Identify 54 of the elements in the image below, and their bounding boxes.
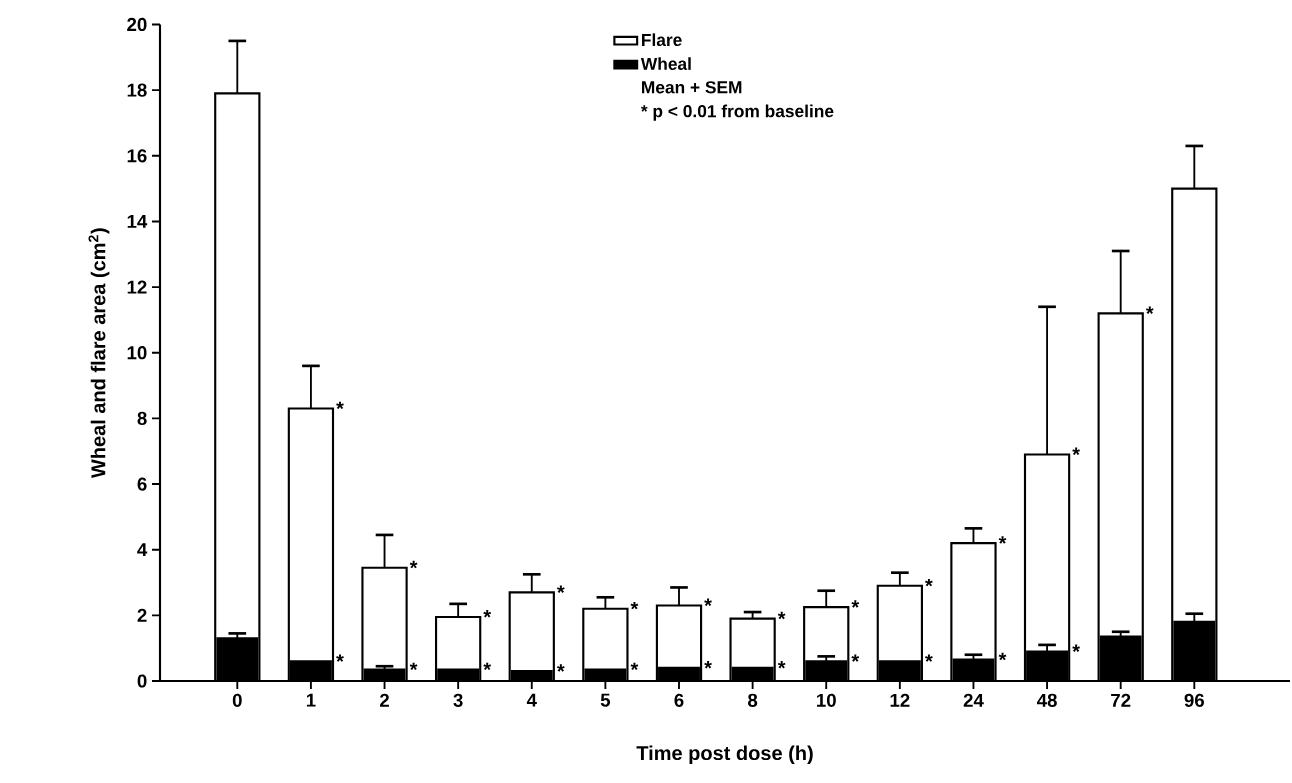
x-tick-label: 48	[1036, 693, 1057, 707]
annotation: *	[998, 536, 1007, 544]
annotation: *	[630, 601, 639, 610]
annotation: *	[483, 662, 492, 671]
annotation: *	[777, 611, 786, 620]
x-tick-label: 8	[748, 693, 758, 707]
x-tick-label: 10	[817, 693, 836, 707]
annotation: *	[336, 654, 344, 662]
annotation: *	[925, 578, 933, 587]
x-tick-label: 5	[600, 693, 611, 707]
x-tick-label: 6	[674, 693, 684, 707]
legend-label: Flare	[642, 33, 682, 47]
legend-label: Wheal	[640, 57, 691, 70]
x-tick-label: 2	[379, 693, 389, 707]
x-tick-label: 72	[1111, 693, 1131, 707]
annotation: *	[556, 664, 565, 672]
annotation: *	[1145, 306, 1154, 314]
annotation: *	[630, 662, 639, 671]
annotation: *	[925, 654, 933, 662]
y-axis-title: Wheal and flare area (cm$^{2}$)	[88, 228, 110, 479]
y-tick-label: 16	[127, 149, 147, 163]
y-tick-label: 4	[137, 543, 148, 557]
annotation: *	[851, 654, 860, 662]
annotation: *	[998, 652, 1007, 661]
annotation: *	[851, 600, 860, 608]
y-tick-label: 8	[137, 411, 147, 426]
annotation: Mean + SEM	[642, 81, 742, 94]
y-tick-label: 12	[127, 280, 147, 294]
y-tick-label: 18	[127, 83, 147, 97]
x-tick-label: 12	[890, 693, 910, 707]
x-axis-title: Time post dose (h)	[636, 745, 813, 765]
annotation: *	[409, 662, 418, 671]
annotation: *	[777, 660, 786, 669]
x-tick-label: 0	[232, 693, 242, 707]
annotation: *	[336, 401, 344, 410]
y-tick-label: 0	[137, 674, 147, 688]
annotation: *	[1072, 447, 1080, 456]
x-tick-label: 1	[306, 693, 316, 707]
annotation: *	[483, 610, 492, 618]
annotation: *	[704, 660, 712, 669]
x-tick-label: 4	[526, 693, 537, 707]
y-tick-label: 14	[127, 215, 148, 228]
y-tick-label: 6	[137, 477, 147, 491]
annotation: * p < 0.01 from baseline	[640, 104, 834, 121]
y-tick-label: 10	[127, 346, 147, 360]
annotation: *	[556, 585, 565, 593]
annotation: *	[1072, 644, 1080, 653]
y-tick-label: 2	[137, 608, 147, 622]
y-tick-label: 20	[127, 17, 147, 32]
x-tick-label: 3	[453, 693, 463, 707]
annotation: *	[704, 598, 712, 607]
annotation: *	[409, 560, 418, 569]
x-tick-label: 24	[963, 693, 984, 707]
x-tick-label: 96	[1184, 693, 1205, 707]
